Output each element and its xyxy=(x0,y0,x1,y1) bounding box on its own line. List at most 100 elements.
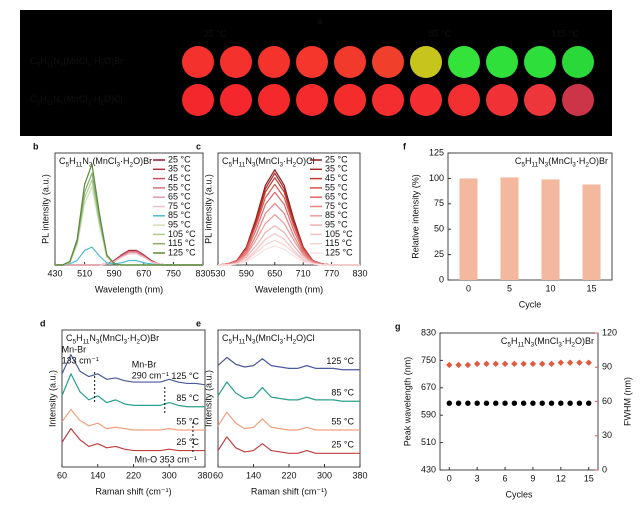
series-label: 125 °C xyxy=(326,356,354,366)
x-axis-label: Cycles xyxy=(505,489,533,499)
bar xyxy=(459,178,478,280)
x-tick-label: 6 xyxy=(503,473,508,483)
data-point xyxy=(520,360,527,368)
y-tick-label: 100 xyxy=(429,173,444,183)
x-tick-label: 590 xyxy=(239,268,254,278)
annotation: C5H11N3(MnCl3·H2O)Br xyxy=(501,336,594,348)
data-point xyxy=(483,360,490,368)
data-point xyxy=(464,361,472,369)
data-point xyxy=(483,400,490,406)
data-point xyxy=(492,360,499,368)
x-tick-label: 220 xyxy=(126,470,141,480)
sample-dot xyxy=(372,84,404,116)
y-axis-label: PL intensity (a.u.) xyxy=(40,174,50,244)
annotation: C5H11N3(MnCl3·H2O)Cl xyxy=(222,333,315,345)
legend-label: 95 °C xyxy=(168,219,191,229)
y-tick-label: 670 xyxy=(421,382,436,392)
series-line xyxy=(61,354,206,386)
sample-dot xyxy=(486,84,518,116)
x-tick-label: 430 xyxy=(47,268,62,278)
panel-label: e xyxy=(196,318,201,328)
legend-label: 65 °C xyxy=(325,192,348,202)
y-tick-label: 830 xyxy=(421,327,436,337)
sample-dot xyxy=(182,84,214,116)
sample-dot xyxy=(182,46,214,78)
y-tick-label: 75 xyxy=(434,198,444,208)
marker-label: Mn-O 353 cm⁻¹ xyxy=(135,454,197,464)
data-point xyxy=(520,400,527,406)
series-label: 55 °C xyxy=(331,416,354,426)
y-axis-label: PL intensity (a.u.) xyxy=(203,174,213,244)
x-axis-label: Raman shift (cm⁻¹) xyxy=(95,486,171,496)
marker-label: 290 cm⁻¹ xyxy=(132,370,169,380)
series-line xyxy=(218,245,360,266)
legend-label: 85 °C xyxy=(168,210,191,220)
data-point xyxy=(557,359,565,366)
series-line xyxy=(61,373,205,408)
marker-label: Mn-Br xyxy=(62,344,87,354)
legend-label: 45 °C xyxy=(325,173,348,183)
data-point xyxy=(530,400,536,406)
sample-dot xyxy=(524,46,556,78)
y-tick-label: 25 xyxy=(434,249,444,259)
data-point xyxy=(558,400,564,406)
data-point xyxy=(576,400,583,406)
x-tick-label: 9 xyxy=(530,473,535,483)
x-tick-label: 380 xyxy=(352,470,367,480)
legend-label: 75 °C xyxy=(325,201,348,211)
sample-dot xyxy=(258,84,290,116)
legend-label: 75 °C xyxy=(168,201,191,211)
legend-label: 115 °C xyxy=(325,238,352,248)
temperature-label: 125 °C xyxy=(551,28,579,38)
y-tick-label: 430 xyxy=(421,464,436,474)
series-line xyxy=(217,436,360,454)
series-line xyxy=(55,163,203,266)
annotation: C5H11N3(MnCl3·H2O)Br xyxy=(66,333,159,345)
x-tick-label: 510 xyxy=(77,268,92,278)
bar xyxy=(541,179,560,280)
bar xyxy=(500,177,519,280)
y-axis-label: Intensity (a.u.) xyxy=(203,370,213,427)
x-tick-label: 770 xyxy=(324,268,339,278)
x-tick-label: 300 xyxy=(317,470,332,480)
series-label: 25 °C xyxy=(176,437,199,447)
legend-label: 125 °C xyxy=(168,247,196,257)
y-tick-label: 0 xyxy=(602,464,607,474)
bar xyxy=(582,184,601,280)
y-tick-label: 90 xyxy=(602,362,612,372)
sample-dot xyxy=(486,46,518,78)
x-tick-label: 15 xyxy=(586,283,596,293)
sample-dot xyxy=(220,46,252,78)
y-tick-label: 510 xyxy=(421,437,436,447)
x-tick-label: 60 xyxy=(213,470,223,480)
annotation: C5H11N3(MnCl3·H2O)Br xyxy=(515,156,608,168)
plot-frame xyxy=(447,152,613,281)
x-tick-label: 140 xyxy=(90,470,105,480)
data-point xyxy=(446,400,452,406)
x-tick-label: 650 xyxy=(267,268,282,278)
y-tick-label: 120 xyxy=(602,327,617,337)
marker-label: Mn-Br xyxy=(132,359,157,369)
y-tick-label: 60 xyxy=(602,396,612,406)
series-line xyxy=(61,408,205,431)
x-tick-label: 530 xyxy=(210,268,225,278)
y-tick-label: 750 xyxy=(421,355,436,365)
temperature-label: 85 °C xyxy=(429,28,452,38)
x-tick-label: 380 xyxy=(197,470,212,480)
sample-dot xyxy=(410,84,442,116)
series-label: 55 °C xyxy=(176,416,199,426)
sample-dot xyxy=(296,84,328,116)
legend-label: 95 °C xyxy=(325,219,348,229)
y-axis-label: Peak wavelength (nm) xyxy=(402,357,412,447)
y-tick-label: 0 xyxy=(439,274,444,284)
sample-dot xyxy=(220,84,252,116)
sample-label: C5H11N3(MnCl3·H2O)Cl xyxy=(30,94,123,106)
panel-label: f xyxy=(403,141,407,151)
data-point xyxy=(511,400,518,406)
x-tick-label: 830 xyxy=(195,268,210,278)
sample-dot xyxy=(334,84,366,116)
sample-dot xyxy=(562,46,594,78)
data-point xyxy=(446,361,453,369)
